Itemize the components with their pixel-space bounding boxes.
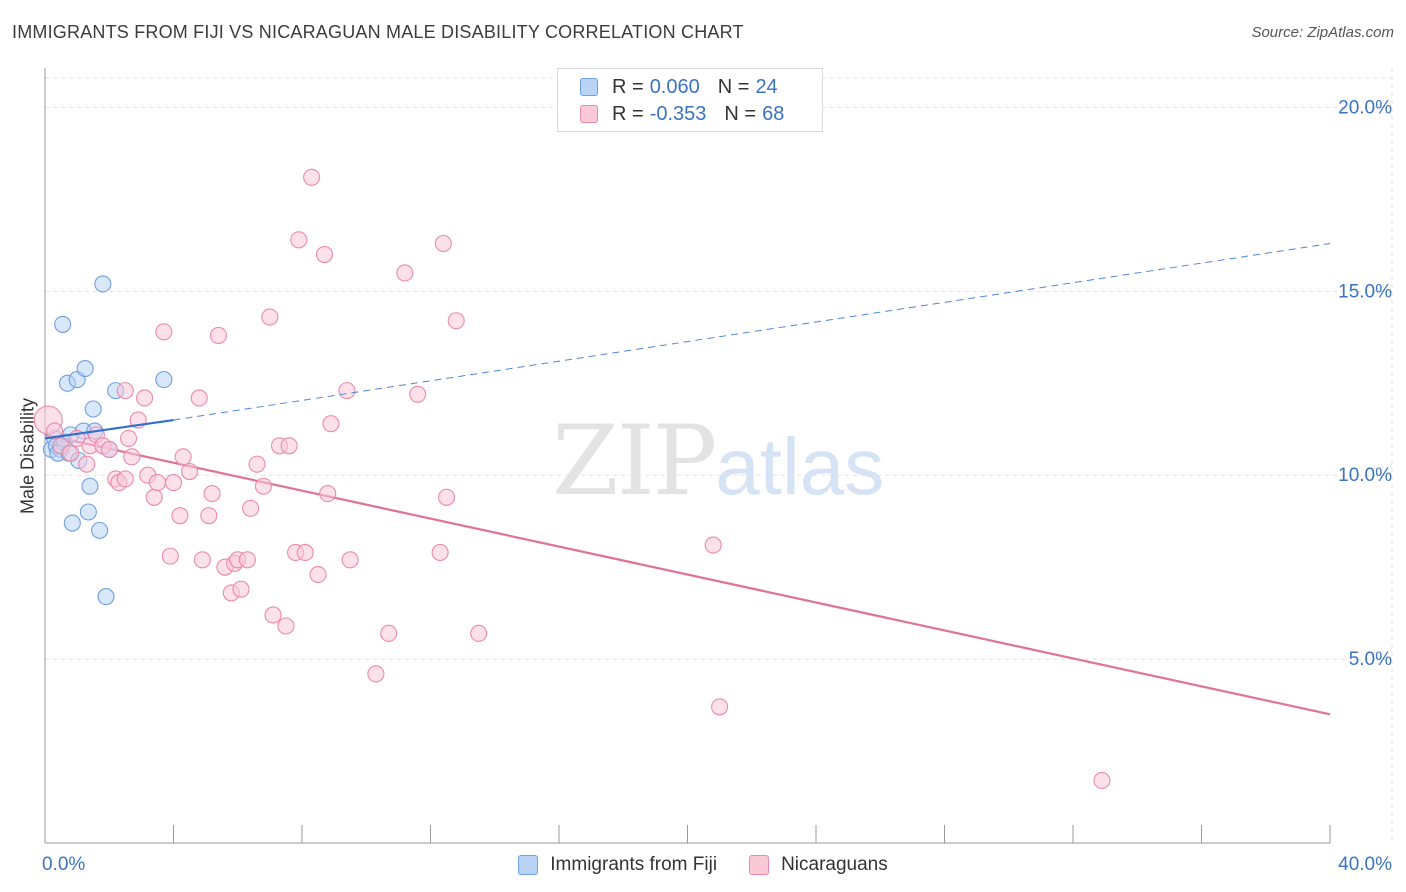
point-nicaraguans <box>280 437 298 455</box>
point-nicaraguans <box>171 507 189 525</box>
point-fiji <box>79 503 97 521</box>
point-nicaraguans <box>322 415 340 433</box>
point-nicaraguans <box>116 470 134 488</box>
point-fiji <box>91 521 109 539</box>
legend-r-value: -0.353 <box>649 102 707 125</box>
series-legend: Immigrants from Fiji Nicaraguans <box>0 852 1406 878</box>
watermark-zip: ZIP <box>552 405 717 517</box>
point-nicaraguans <box>155 323 173 341</box>
series-swatch-nicaraguans <box>749 855 770 875</box>
legend-row-fiji: R = 0.060 N = 24 <box>580 74 778 100</box>
point-fiji <box>54 315 72 333</box>
series-label-fiji: Immigrants from Fiji <box>550 854 718 875</box>
point-nicaraguans <box>1093 771 1111 790</box>
point-nicaraguans <box>277 617 295 635</box>
series-swatch-fiji <box>518 855 539 875</box>
y-tick-label: 15.0% <box>1338 281 1392 302</box>
series-label-nicaraguans: Nicaraguans <box>781 854 888 875</box>
point-nicaraguans <box>190 389 208 407</box>
legend-r-label: R = <box>612 75 644 98</box>
point-nicaraguans <box>116 382 134 400</box>
legend-n-label: N = <box>717 75 750 98</box>
legend-n-label: N = <box>724 102 757 125</box>
point-nicaraguans <box>100 440 118 459</box>
point-nicaraguans <box>396 264 414 282</box>
y-tick-label: 5.0% <box>1349 649 1392 670</box>
point-fiji <box>97 588 115 606</box>
point-nicaraguans <box>78 455 96 473</box>
point-nicaraguans <box>303 168 321 186</box>
point-nicaraguans <box>380 624 398 642</box>
point-nicaraguans <box>238 551 256 569</box>
point-nicaraguans <box>711 698 729 716</box>
point-nicaraguans <box>119 429 138 447</box>
point-nicaraguans <box>62 444 80 462</box>
point-nicaraguans <box>209 326 228 345</box>
point-nicaraguans <box>409 385 427 403</box>
legend-n-value: 24 <box>755 75 778 98</box>
x-tick-label: 40.0% <box>1338 854 1392 875</box>
point-nicaraguans <box>264 606 282 624</box>
point-nicaraguans <box>148 474 166 492</box>
y-tick-label: 10.0% <box>1338 465 1392 486</box>
legend-r-label: R = <box>612 102 644 125</box>
point-nicaraguans <box>309 565 327 584</box>
point-nicaraguans <box>290 231 308 249</box>
series-legend-nicaraguans: Nicaraguans <box>749 854 888 876</box>
point-fiji <box>76 360 94 378</box>
legend-n-value: 68 <box>762 102 785 125</box>
point-fiji <box>155 371 173 389</box>
x-tick-label: 0.0% <box>42 854 85 875</box>
point-nicaraguans <box>438 488 456 506</box>
y-tick-label: 20.0% <box>1338 97 1392 118</box>
point-nicaraguans <box>367 665 385 683</box>
point-nicaraguans <box>232 580 250 598</box>
stats-legend: R = 0.060 N = 24 R = -0.353 N = 68 <box>557 68 823 132</box>
point-nicaraguans <box>296 543 314 561</box>
point-nicaraguans <box>145 488 163 506</box>
y-axis-label: Male Disability <box>17 397 38 515</box>
point-nicaraguans <box>164 474 183 492</box>
point-nicaraguans <box>193 551 211 569</box>
point-nicaraguans <box>704 536 722 554</box>
point-nicaraguans <box>174 448 192 466</box>
series-legend-fiji: Immigrants from Fiji <box>518 854 717 876</box>
point-nicaraguans <box>341 551 359 569</box>
trendline-nicaraguans <box>44 433 1331 716</box>
point-nicaraguans <box>161 547 179 565</box>
point-nicaraguans <box>338 382 356 400</box>
point-fiji <box>63 514 81 532</box>
point-fiji <box>81 477 99 495</box>
point-nicaraguans <box>431 543 449 561</box>
point-nicaraguans <box>46 422 64 440</box>
point-fiji <box>84 400 102 418</box>
point-nicaraguans <box>200 507 218 525</box>
source-label: Source: ZipAtlas.com <box>1251 24 1394 41</box>
point-nicaraguans <box>434 234 452 253</box>
point-nicaraguans <box>123 448 141 466</box>
watermark-atlas: atlas <box>715 422 885 511</box>
watermark: ZIPatlas <box>552 405 884 517</box>
chart-title: IMMIGRANTS FROM FIJI VS NICARAGUAN MALE … <box>12 22 744 42</box>
trendline-fiji-dashed <box>173 243 1331 421</box>
point-nicaraguans <box>315 245 334 264</box>
point-nicaraguans <box>181 462 199 481</box>
point-nicaraguans <box>254 477 273 495</box>
legend-r-value: 0.060 <box>649 75 700 98</box>
legend-row-nicaraguans: R = -0.353 N = 68 <box>580 101 784 127</box>
point-nicaraguans <box>447 312 465 330</box>
point-nicaraguans <box>136 389 154 407</box>
point-fiji <box>94 275 112 293</box>
point-nicaraguans <box>319 485 337 503</box>
point-nicaraguans <box>242 499 260 517</box>
point-nicaraguans <box>248 455 266 473</box>
legend-swatch-fiji <box>580 78 598 96</box>
legend-swatch-nicaraguans <box>580 105 598 123</box>
point-nicaraguans <box>470 624 488 642</box>
point-nicaraguans <box>203 485 221 503</box>
trendline-fiji <box>44 418 174 440</box>
point-nicaraguans <box>261 308 279 326</box>
